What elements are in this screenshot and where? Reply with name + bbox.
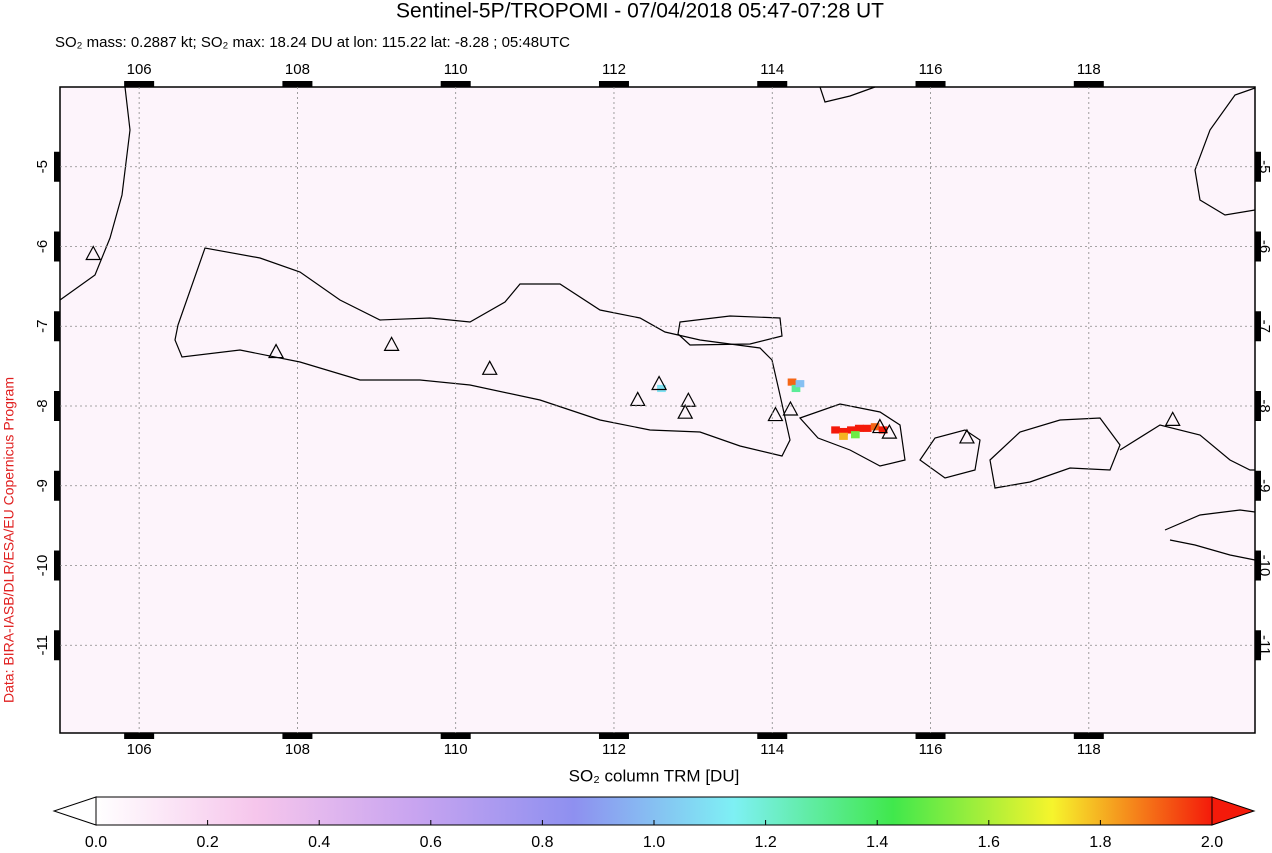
volcano [268,343,285,359]
y-tick-label: -8 [34,399,51,412]
volcano [677,403,694,419]
y-tick-label: -9 [34,479,51,492]
y-tick-label: -10 [34,555,51,577]
x-tick-label: 110 [444,741,468,758]
y-tick-label: -9 [1256,479,1272,492]
coastlines [59,86,1256,561]
volcano [958,428,975,444]
so2-pixel [787,378,797,386]
colorbar-tick-label: 0.0 [85,834,107,851]
x-tick-label: 110 [444,61,468,78]
volcano [85,245,102,261]
x-tick-label: 108 [285,61,310,78]
x-tick-label: 114 [760,61,784,78]
volcano [383,336,400,351]
so2-pixel [657,384,666,393]
x-tick-label: 116 [919,741,943,758]
so2-pixel [839,432,848,440]
volcano [767,406,784,422]
so2-pixel [854,424,864,432]
bali-coast [798,403,906,467]
so2-pixel [839,427,848,436]
x-tick-label: 116 [919,61,943,78]
borneo-coast [819,86,1256,216]
volcano [881,423,898,439]
madura-coast [677,315,783,346]
so2-pixel [795,380,805,388]
volcano [871,418,888,434]
java-coast [174,247,791,457]
credit: Data: BIRA-IASB/DLR/ESA/EU Copernicus Pr… [1,377,17,703]
y-tick-label: -5 [1256,160,1272,173]
colorbar-tick-label: 1.8 [1089,834,1111,851]
volcano [1164,411,1181,426]
chart-subtitle: SO₂ mass: 0.2887 kt; SO₂ max: 18.24 DU a… [55,34,570,51]
x-tick-label: 112 [602,61,626,78]
colorbar-arrow-high [1211,796,1256,826]
colorbar-tick-label: 2.0 [1201,834,1223,851]
y-tick-label: -10 [1256,555,1272,577]
x-tick-label: 118 [1077,61,1101,78]
so2-pixel [870,423,880,431]
lombok-coast [919,429,981,479]
x-tick-label: 118 [1077,741,1101,758]
so2-pixel [791,384,801,393]
colorbar-tick-label: 1.4 [866,834,888,851]
volcano [651,375,668,391]
colorbar-tick-label: 1.2 [754,834,776,851]
y-tick-label: -7 [1256,320,1272,333]
colorbar-tick-label: 0.6 [420,834,442,851]
so2-pixel [847,426,856,434]
volcano [782,400,799,416]
so2-pixel [831,426,840,434]
x-tick-label: 114 [760,741,784,758]
volcano [629,391,646,407]
volcano [481,360,498,375]
x-tick-label: 108 [285,741,310,758]
y-tick-label: -7 [34,320,51,333]
colorbar-tick-label: 1.0 [643,834,665,851]
y-tick-label: -6 [34,240,51,253]
x-tick-label: 112 [602,741,626,758]
colorbar-tick-label: 0.2 [196,834,218,851]
x-tick-label: 106 [127,741,152,758]
y-tick-label: -11 [1256,635,1272,656]
so2-pixel [850,431,860,439]
x-tick-label: 106 [127,61,152,78]
colorbar-tick-label: 1.6 [978,834,1000,851]
so2-pixel [878,426,888,434]
y-tick-label: -11 [34,635,51,656]
colorbar-arrow-low [52,796,97,826]
colorbar-tick-label: 0.8 [531,834,553,851]
sumatra-coast [59,86,131,301]
so2-pixel [862,424,872,432]
colorbar-tick-label: 0.4 [308,834,330,851]
volcano [680,391,697,407]
y-tick-label: -5 [34,160,51,173]
map-background [60,87,1255,733]
colorbar-label: SO₂ column TRM [DU] [569,766,740,785]
chart-title: Sentinel-5P/TROPOMI - 07/04/2018 05:47-0… [396,0,884,23]
y-tick-label: -8 [1256,399,1272,412]
sumbawa-coast [989,417,1121,489]
y-tick-label: -6 [1256,240,1272,253]
flores-coast [1119,424,1255,471]
sumba-coast [1164,509,1256,561]
